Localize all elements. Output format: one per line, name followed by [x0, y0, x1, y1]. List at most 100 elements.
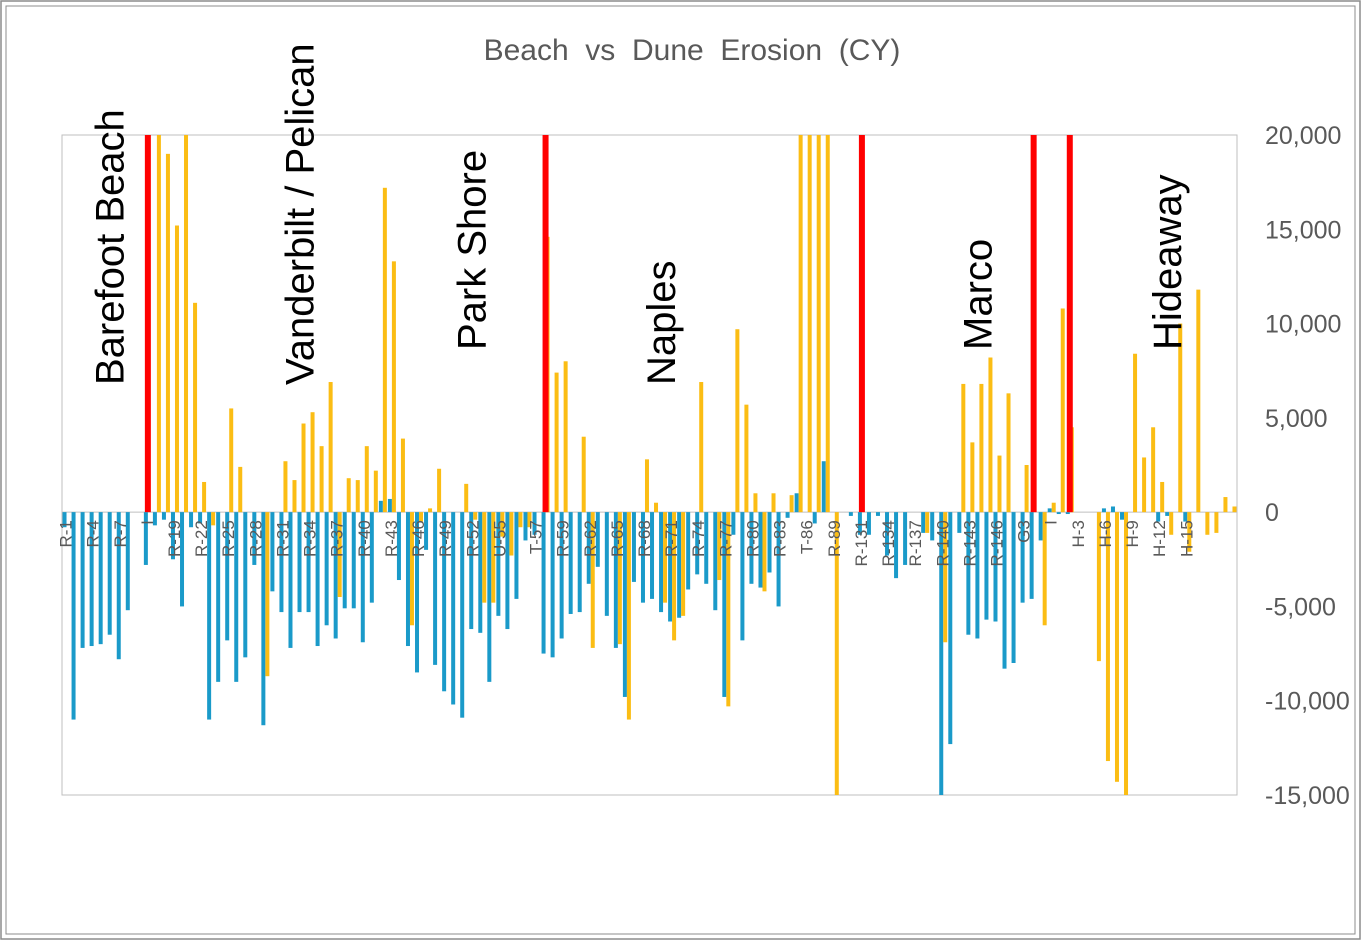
- beach-bar: [496, 512, 501, 616]
- beach-bar: [1120, 512, 1125, 520]
- dune-bar: [735, 329, 740, 513]
- dune-bar: [464, 483, 469, 513]
- dune-bar: [699, 382, 704, 513]
- beach-bar: [984, 512, 989, 620]
- beach-bar: [442, 512, 447, 692]
- dune-bar: [1151, 427, 1156, 513]
- beach-bar: [369, 512, 374, 603]
- beach-bar: [523, 512, 528, 541]
- beach-bar: [875, 512, 880, 516]
- dune-bar: [672, 512, 677, 641]
- beach-bar: [749, 512, 754, 584]
- beach-bar: [505, 512, 510, 630]
- dune-bar: [925, 512, 930, 533]
- beach-bar: [180, 512, 185, 607]
- x-tick-label: R-52: [463, 520, 482, 557]
- y-tick-label: 15,000: [1265, 216, 1341, 244]
- beach-bar: [378, 500, 383, 513]
- beach-bar: [116, 512, 121, 660]
- dune-bar: [626, 512, 631, 720]
- dune-bar: [1214, 512, 1219, 533]
- beach-bar: [650, 512, 655, 599]
- x-tick-label: R-143: [960, 520, 979, 566]
- bar-group: [62, 135, 1237, 795]
- beach-bar: [930, 512, 935, 541]
- beach-bar: [668, 512, 673, 622]
- x-tick-label: R-77: [716, 520, 735, 557]
- dune-bar: [1169, 512, 1174, 535]
- beach-bar: [279, 512, 284, 613]
- beach-bar: [894, 512, 899, 579]
- dune-bar: [1024, 465, 1029, 513]
- beach-bar: [1056, 512, 1061, 515]
- beach-bar: [595, 512, 600, 567]
- beach-bar: [216, 512, 221, 682]
- beach-bar: [1156, 512, 1161, 522]
- dune-bar: [789, 495, 794, 513]
- dune-bar: [1105, 512, 1110, 762]
- dune-bar: [762, 512, 767, 592]
- dune-bar: [997, 455, 1002, 513]
- x-tick-labels: R-1 R-4 R-7 I R-19 R-22 R-25 R-28 R-31 R-34 R-37 R-…: [57, 520, 1197, 566]
- x-tick-label: T-86: [798, 520, 817, 554]
- x-tick-label: R-137: [906, 520, 925, 566]
- dune-bar: [202, 481, 207, 513]
- beach-bar: [225, 512, 230, 641]
- dune-bar: [1051, 502, 1056, 513]
- dune-bar: [1142, 457, 1147, 513]
- beach-bar: [80, 512, 85, 648]
- beach-bar: [405, 512, 410, 647]
- x-tick-label: R-62: [581, 520, 600, 557]
- x-tick-label: I: [1042, 520, 1061, 525]
- beach-bar: [1020, 512, 1025, 603]
- dune-bar: [1114, 512, 1119, 782]
- beach-bar: [903, 512, 908, 565]
- y-tick-labels: 20,000 15,000 10,000 5,000 0 -5,000 -10,000 -15…: [1265, 122, 1350, 810]
- dune-bar: [527, 512, 532, 528]
- dune-bar: [319, 446, 324, 513]
- x-tick-label: R-146: [987, 520, 1006, 566]
- beach-bar: [342, 512, 347, 609]
- beach-bar: [939, 512, 944, 795]
- beach-bar: [207, 512, 212, 720]
- beach-bar: [885, 512, 890, 556]
- beach-bar: [704, 512, 709, 584]
- beach-bar: [686, 512, 691, 590]
- x-tick-label: U-55: [490, 520, 509, 557]
- beach-bar: [424, 512, 429, 550]
- x-tick-label: R-7: [111, 520, 130, 547]
- y-tick-label: 5,000: [1265, 405, 1328, 433]
- section-divider-bar: [144, 135, 151, 513]
- dune-bar: [437, 468, 442, 513]
- dune-bar: [301, 423, 306, 513]
- beach-bar: [695, 512, 700, 575]
- dune-bar: [473, 512, 478, 520]
- beach-bar: [261, 512, 266, 726]
- beach-bar: [451, 512, 456, 705]
- dune-bar: [500, 512, 505, 537]
- dune-bar: [265, 512, 270, 677]
- beach-bar: [785, 512, 790, 518]
- beach-bar: [758, 512, 763, 588]
- y-tick-label: -15,000: [1265, 782, 1350, 810]
- beach-bar: [152, 512, 157, 526]
- x-tick-label: R-37: [328, 520, 347, 557]
- dune-bar: [771, 493, 776, 513]
- beach-bar: [1002, 512, 1007, 669]
- dune-bar: [1232, 506, 1237, 513]
- section-divider-bar: [1066, 135, 1073, 513]
- dune-bar: [1133, 353, 1138, 513]
- beach-bar: [559, 512, 564, 639]
- beach-bar: [478, 512, 483, 633]
- dune-bar: [292, 480, 297, 513]
- beach-bar: [586, 512, 591, 584]
- x-tick-label: T-57: [527, 520, 546, 554]
- x-tick-label: R-40: [355, 520, 374, 557]
- x-tick-label: R-19: [165, 520, 184, 557]
- beach-bar: [1165, 512, 1170, 516]
- dune-bar: [174, 225, 179, 513]
- beach-bar: [469, 512, 474, 630]
- dune-bar: [156, 135, 161, 513]
- beach-bar: [125, 512, 130, 611]
- dune-bar: [988, 357, 993, 513]
